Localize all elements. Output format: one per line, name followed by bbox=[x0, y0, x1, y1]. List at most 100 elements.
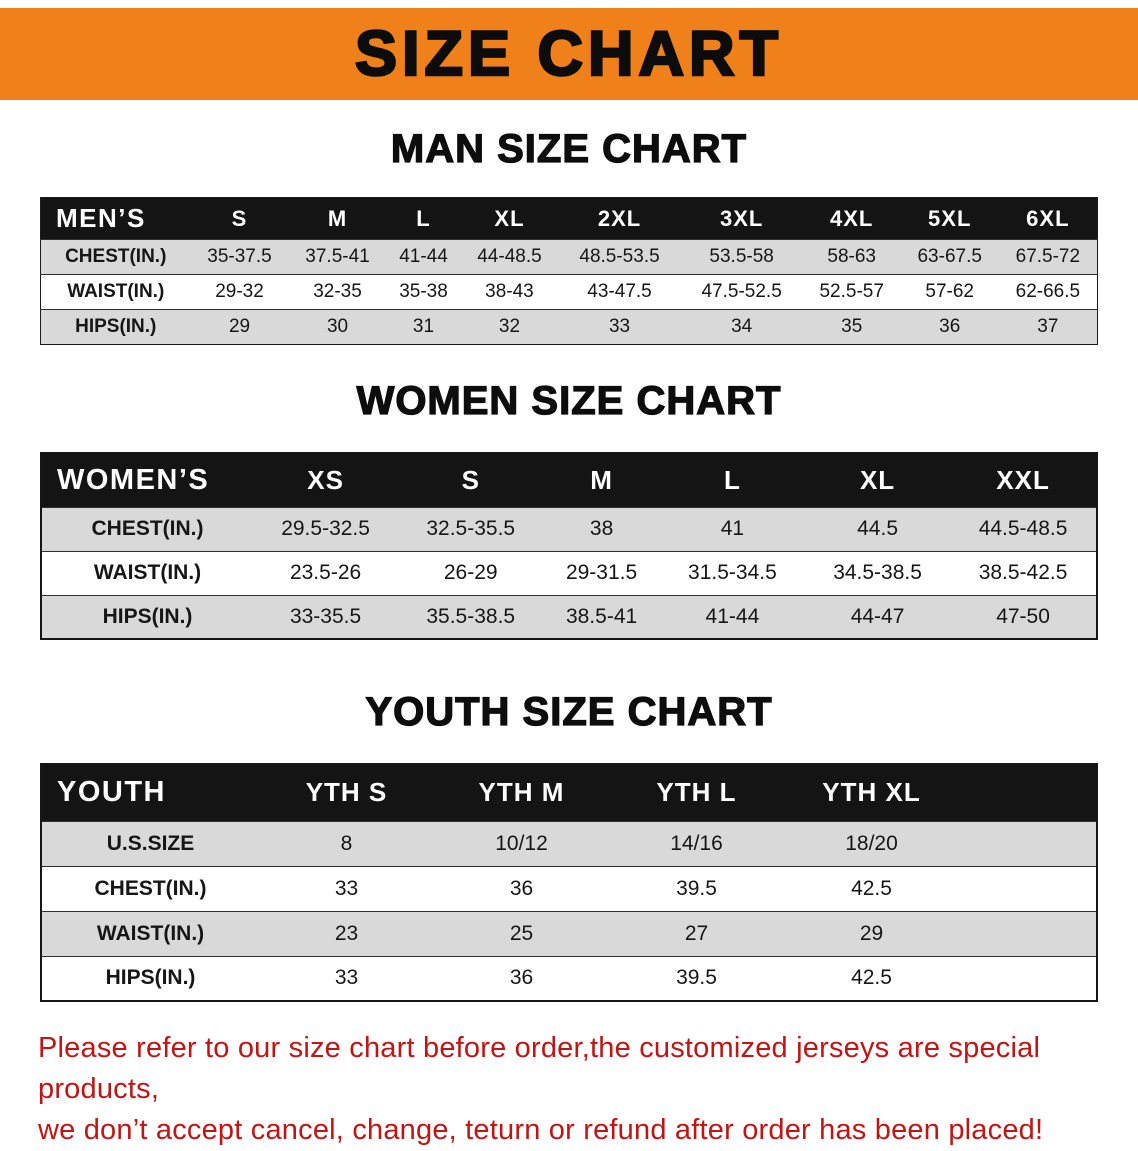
filler-cell bbox=[959, 956, 1097, 1001]
measurement-value: 41 bbox=[720, 517, 745, 540]
measurement-row: HIPS(IN.) 33 36 39.5 42.5 bbox=[41, 956, 1097, 1001]
measurement-value: 53.5-58 bbox=[709, 246, 774, 267]
women-size-table: WOMEN’S XS S M L XL XXL CHEST(IN.) 29.5-32.5 32.5… bbox=[40, 452, 1098, 640]
measurement-value: 30 bbox=[326, 316, 349, 337]
measurement-label: HIPS(IN.) bbox=[75, 316, 157, 337]
measurement-label: WAIST(IN.) bbox=[67, 281, 165, 302]
filler-cell bbox=[959, 911, 1097, 956]
header-filler-cell bbox=[959, 764, 1097, 821]
measurement-value: 39.5 bbox=[676, 966, 717, 990]
size-column-header: YTH L bbox=[609, 764, 784, 821]
measurement-row: HIPS(IN.) 29 30 31 32 33 34 35 36 37 bbox=[40, 309, 1098, 345]
measurement-value: 33 bbox=[608, 316, 631, 337]
measurement-value: 31.5-34.5 bbox=[688, 561, 777, 584]
measurement-value: 38 bbox=[589, 517, 614, 540]
measurement-label: CHEST(IN.) bbox=[94, 876, 207, 900]
size-column-header: XL bbox=[804, 453, 951, 507]
filler-cell bbox=[959, 821, 1097, 866]
disclaimer-line-1: Please refer to our size chart before or… bbox=[38, 1032, 1041, 1105]
size-column-header: S bbox=[190, 197, 289, 240]
measurement-value: 29 bbox=[859, 921, 884, 945]
measurement-value: 32 bbox=[498, 316, 521, 337]
size-column-header: YTH S bbox=[259, 764, 434, 821]
measurement-value: 41-44 bbox=[399, 246, 448, 267]
table-title-cell: YOUTH bbox=[41, 764, 259, 821]
measurement-value: 43-47.5 bbox=[587, 281, 652, 302]
measurement-row: WAIST(IN.) 23.5-26 26-29 29-31.5 31.5-34.5 34… bbox=[41, 551, 1097, 595]
measurement-value: 47.5-52.5 bbox=[701, 281, 782, 302]
measurement-value: 29 bbox=[228, 316, 251, 337]
size-column-header: 2XL bbox=[558, 197, 681, 240]
measurement-value: 62-66.5 bbox=[1015, 281, 1081, 302]
measurement-row: CHEST(IN.) 29.5-32.5 32.5-35.5 38 41 44.5 44.5… bbox=[41, 507, 1097, 551]
size-column-header: XXL bbox=[950, 453, 1097, 507]
measurement-value: 36 bbox=[509, 966, 534, 990]
disclaimer: Please refer to our size chart before or… bbox=[38, 1028, 1100, 1151]
measurement-row: WAIST(IN.) 23 25 27 29 bbox=[41, 911, 1097, 956]
measurement-value: 35.5-38.5 bbox=[426, 604, 516, 628]
measurement-value: 18/20 bbox=[845, 831, 898, 855]
measurement-row: CHEST(IN.) 35-37.5 37.5-41 41-44 44-48.5 48.5… bbox=[40, 239, 1098, 275]
measurement-value: 10/12 bbox=[495, 831, 548, 855]
measurement-label: CHEST(IN.) bbox=[65, 246, 167, 267]
measurement-value: 34 bbox=[731, 316, 753, 337]
size-column-header: 6XL bbox=[998, 197, 1098, 240]
measurement-label: WAIST(IN.) bbox=[93, 561, 202, 584]
measurement-value: 27 bbox=[684, 921, 709, 945]
banner: SIZE CHART bbox=[0, 8, 1138, 100]
measurement-row: HIPS(IN.) 33-35.5 35.5-38.5 38.5-41 41-44 44-… bbox=[41, 595, 1097, 639]
measurement-value: 34.5-38.5 bbox=[833, 561, 922, 584]
measurement-value: 23 bbox=[334, 921, 359, 945]
measurement-value: 14/16 bbox=[670, 831, 723, 855]
measurement-row: CHEST(IN.) 33 36 39.5 42.5 bbox=[41, 866, 1097, 911]
measurement-value: 38-43 bbox=[485, 281, 534, 302]
measurement-value: 35-37.5 bbox=[207, 246, 272, 267]
measurement-value: 31 bbox=[412, 316, 435, 337]
measurement-label: CHEST(IN.) bbox=[91, 517, 204, 540]
youth-size-table: YOUTH YTH S YTH M YTH L YTH XL U.S.SIZE 8 10/12… bbox=[40, 763, 1098, 1002]
measurement-value: 44.5 bbox=[857, 517, 898, 540]
size-column-header: M bbox=[543, 453, 660, 507]
disclaimer-line-2: we don’t accept cancel, change, teturn o… bbox=[38, 1114, 1044, 1146]
measurement-value: 36 bbox=[509, 876, 534, 900]
measurement-value: 33 bbox=[334, 876, 359, 900]
measurement-value: 42.5 bbox=[851, 966, 892, 990]
measurement-value: 29-32 bbox=[215, 281, 264, 302]
size-column-header: YTH M bbox=[434, 764, 609, 821]
measurement-value: 39.5 bbox=[676, 876, 717, 900]
measurement-label: U.S.SIZE bbox=[106, 831, 195, 855]
measurement-value: 57-62 bbox=[925, 281, 975, 302]
women-section-heading: WOMEN SIZE CHART bbox=[356, 378, 782, 423]
measurement-value: 41-44 bbox=[705, 604, 760, 628]
measurement-value: 32.5-35.5 bbox=[426, 517, 516, 540]
size-column-header: L bbox=[659, 453, 805, 507]
filler-cell bbox=[959, 866, 1097, 911]
size-chart-graphic: SIZE CHART MAN SIZE CHART MEN’S S M L XL 2XL 3… bbox=[0, 8, 1138, 1151]
size-column-header: XL bbox=[460, 197, 559, 240]
measurement-value: 8 bbox=[340, 831, 353, 855]
measurement-value: 47-50 bbox=[996, 604, 1050, 628]
table-title-cell: WOMEN’S bbox=[41, 453, 253, 507]
measurement-value: 25 bbox=[509, 921, 534, 945]
men-size-table: MEN’S S M L XL 2XL 3XL 4XL 5XL 6XL CHEST(IN.) 35-37… bbox=[40, 197, 1098, 345]
measurement-value: 63-67.5 bbox=[917, 246, 982, 267]
measurement-value: 38.5-42.5 bbox=[978, 561, 1068, 584]
size-column-header: 3XL bbox=[680, 197, 803, 240]
size-header-row: YOUTH YTH S YTH M YTH L YTH XL bbox=[41, 764, 1097, 821]
youth-section-heading: YOUTH SIZE CHART bbox=[365, 689, 773, 734]
measurement-value: 48.5-53.5 bbox=[579, 246, 660, 267]
banner-title: SIZE CHART bbox=[354, 18, 783, 91]
measurement-value: 52.5-57 bbox=[819, 281, 884, 302]
measurement-value: 44-47 bbox=[850, 604, 905, 628]
measurement-value: 58-63 bbox=[827, 246, 876, 267]
measurement-value: 67.5-72 bbox=[1015, 246, 1081, 267]
size-header-row: WOMEN’S XS S M L XL XXL bbox=[41, 453, 1097, 507]
measurement-value: 33 bbox=[334, 966, 359, 990]
size-column-header: 5XL bbox=[900, 197, 999, 240]
measurement-value: 37.5-41 bbox=[305, 246, 370, 267]
measurement-value: 37 bbox=[1037, 316, 1059, 337]
measurement-value: 44.5-48.5 bbox=[978, 517, 1068, 540]
size-column-header: YTH XL bbox=[784, 764, 959, 821]
size-header-row: MEN’S S M L XL 2XL 3XL 4XL 5XL 6XL bbox=[40, 197, 1098, 240]
measurement-label: HIPS(IN.) bbox=[102, 604, 193, 628]
